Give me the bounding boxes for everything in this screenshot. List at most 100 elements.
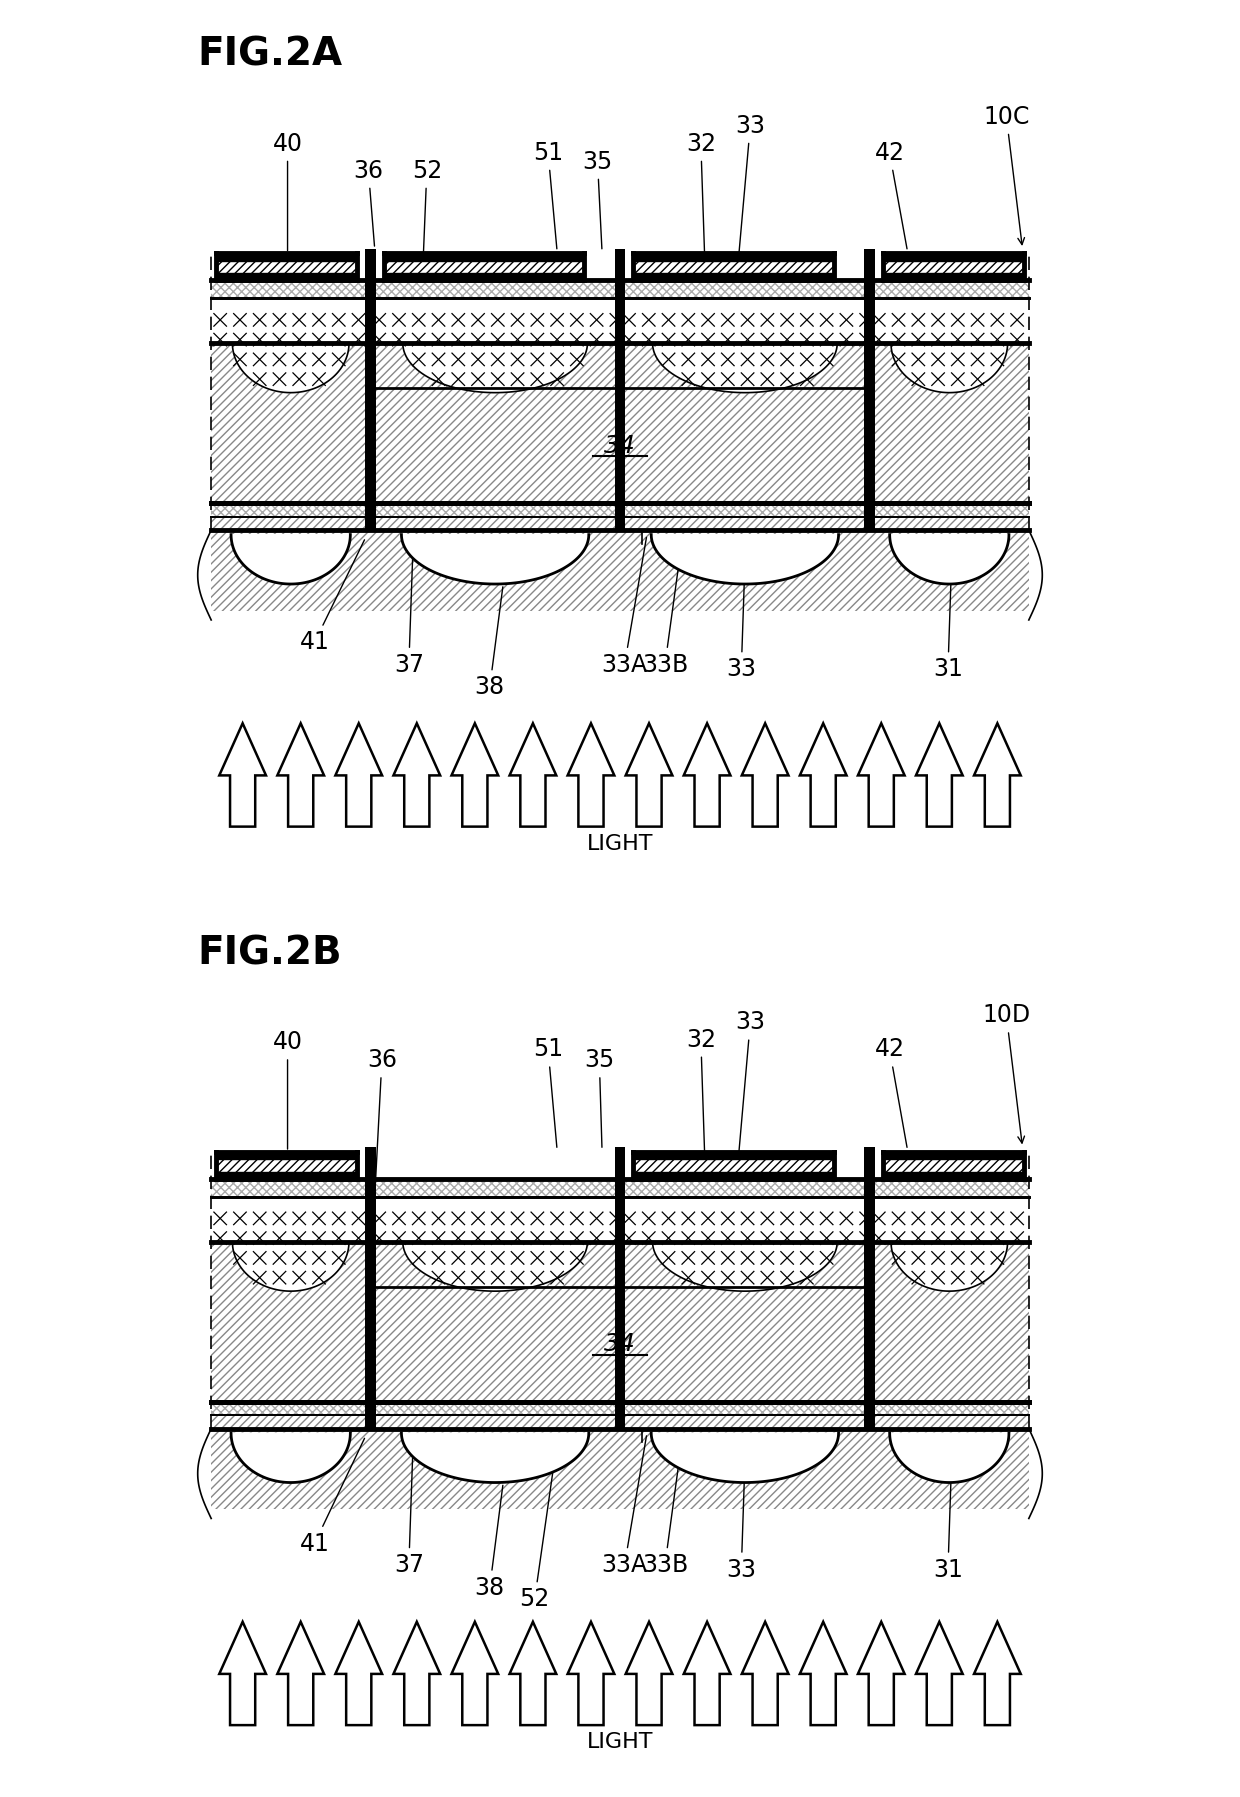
Text: 42: 42 bbox=[874, 140, 906, 248]
Polygon shape bbox=[889, 1434, 1009, 1483]
Polygon shape bbox=[634, 273, 833, 280]
Polygon shape bbox=[403, 1242, 588, 1290]
Polygon shape bbox=[216, 1152, 357, 1159]
Bar bbox=[211, 530, 1029, 611]
Text: 35: 35 bbox=[583, 149, 613, 248]
Text: 32: 32 bbox=[686, 131, 715, 275]
Bar bbox=[211, 503, 1029, 518]
Bar bbox=[365, 250, 376, 530]
Text: 33B: 33B bbox=[642, 1436, 688, 1578]
PathPatch shape bbox=[278, 1621, 324, 1725]
PathPatch shape bbox=[278, 722, 324, 827]
Polygon shape bbox=[402, 1434, 589, 1483]
Polygon shape bbox=[231, 1434, 351, 1483]
Text: 37: 37 bbox=[394, 541, 424, 677]
Text: 31: 31 bbox=[932, 1439, 963, 1581]
Bar bbox=[883, 253, 1024, 280]
Polygon shape bbox=[883, 273, 1024, 280]
Bar bbox=[383, 253, 584, 280]
Text: 33: 33 bbox=[735, 113, 765, 275]
Text: 40: 40 bbox=[273, 1030, 303, 1148]
Bar bbox=[211, 280, 1029, 298]
Bar bbox=[621, 298, 868, 343]
Polygon shape bbox=[216, 273, 357, 280]
Text: FIG.2A: FIG.2A bbox=[197, 36, 342, 74]
Polygon shape bbox=[402, 536, 589, 584]
PathPatch shape bbox=[683, 1621, 730, 1725]
Bar bbox=[615, 250, 625, 530]
PathPatch shape bbox=[858, 722, 905, 827]
PathPatch shape bbox=[335, 722, 382, 827]
Polygon shape bbox=[892, 1242, 1008, 1290]
Polygon shape bbox=[883, 253, 1024, 261]
Bar bbox=[872, 1197, 1027, 1242]
Bar bbox=[216, 253, 357, 280]
Text: 37: 37 bbox=[394, 1439, 424, 1578]
Text: 34: 34 bbox=[604, 433, 636, 458]
Polygon shape bbox=[231, 536, 351, 584]
PathPatch shape bbox=[742, 1621, 789, 1725]
Bar bbox=[864, 250, 875, 530]
Polygon shape bbox=[652, 1242, 837, 1290]
Bar bbox=[621, 1197, 868, 1242]
Text: 36: 36 bbox=[367, 1048, 397, 1193]
Bar bbox=[216, 1152, 357, 1179]
Text: 41: 41 bbox=[300, 1438, 365, 1556]
PathPatch shape bbox=[451, 722, 498, 827]
Bar bbox=[213, 1197, 368, 1242]
PathPatch shape bbox=[510, 722, 557, 827]
Text: 41: 41 bbox=[300, 539, 365, 654]
PathPatch shape bbox=[393, 1621, 440, 1725]
Bar bbox=[211, 1179, 1029, 1197]
Text: 51: 51 bbox=[533, 140, 563, 248]
Text: 52: 52 bbox=[520, 1445, 557, 1612]
Text: 38: 38 bbox=[475, 1486, 505, 1599]
PathPatch shape bbox=[568, 1621, 614, 1725]
Polygon shape bbox=[383, 253, 584, 261]
PathPatch shape bbox=[916, 722, 962, 827]
PathPatch shape bbox=[858, 1621, 905, 1725]
PathPatch shape bbox=[800, 1621, 847, 1725]
Polygon shape bbox=[634, 1172, 833, 1179]
PathPatch shape bbox=[219, 722, 267, 827]
Text: 33A: 33A bbox=[601, 1436, 647, 1578]
Polygon shape bbox=[403, 343, 588, 392]
Bar bbox=[883, 1152, 1024, 1179]
Text: 33: 33 bbox=[727, 541, 756, 681]
Text: LIGHT: LIGHT bbox=[587, 834, 653, 854]
PathPatch shape bbox=[973, 722, 1021, 827]
PathPatch shape bbox=[568, 722, 614, 827]
Bar bbox=[872, 298, 1027, 343]
Polygon shape bbox=[383, 273, 584, 280]
Bar bbox=[211, 343, 1029, 530]
Text: 38: 38 bbox=[475, 588, 505, 699]
PathPatch shape bbox=[916, 1621, 962, 1725]
Bar bbox=[634, 1152, 833, 1179]
Bar bbox=[211, 1429, 1029, 1509]
Bar bbox=[211, 530, 1029, 611]
Text: 33: 33 bbox=[727, 1439, 756, 1581]
Bar bbox=[211, 1242, 1029, 1429]
PathPatch shape bbox=[742, 722, 789, 827]
Bar bbox=[864, 1148, 875, 1429]
Text: FIG.2B: FIG.2B bbox=[197, 934, 342, 972]
Polygon shape bbox=[634, 1152, 833, 1159]
Bar bbox=[615, 1148, 625, 1429]
Polygon shape bbox=[216, 253, 357, 261]
Text: 32: 32 bbox=[686, 1028, 715, 1173]
PathPatch shape bbox=[393, 722, 440, 827]
Text: 10D: 10D bbox=[982, 1003, 1030, 1143]
Polygon shape bbox=[883, 1152, 1024, 1159]
Bar bbox=[634, 253, 833, 280]
Polygon shape bbox=[651, 536, 838, 584]
Bar bbox=[372, 298, 619, 343]
PathPatch shape bbox=[219, 1621, 267, 1725]
Text: 51: 51 bbox=[533, 1037, 563, 1146]
PathPatch shape bbox=[626, 722, 672, 827]
Text: 33A: 33A bbox=[601, 537, 647, 677]
Polygon shape bbox=[892, 343, 1008, 392]
Text: 31: 31 bbox=[932, 541, 963, 681]
Polygon shape bbox=[232, 343, 348, 392]
PathPatch shape bbox=[626, 1621, 672, 1725]
PathPatch shape bbox=[335, 1621, 382, 1725]
